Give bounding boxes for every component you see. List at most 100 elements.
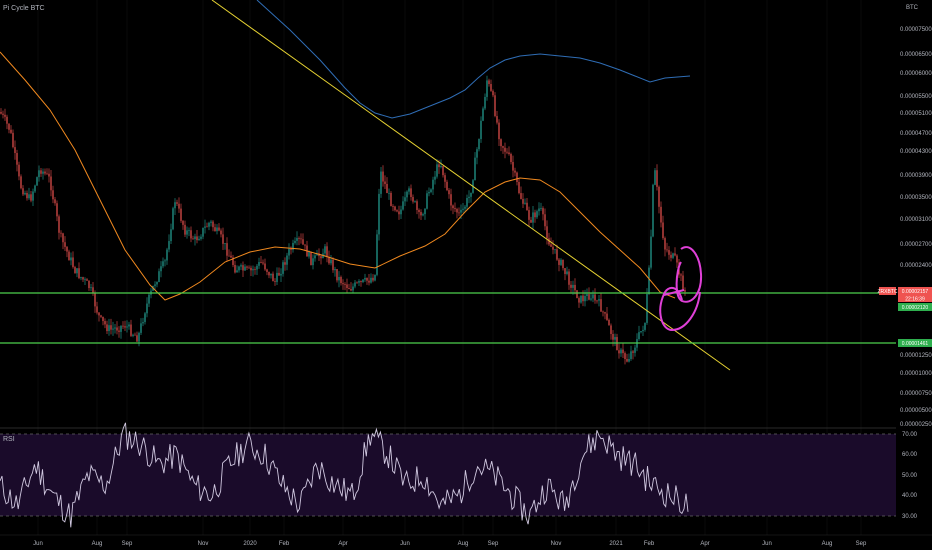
candle-body [108,325,110,332]
candle-body [332,259,334,271]
candle-body [160,266,162,272]
price-tick: 0.00005100 [900,111,932,117]
candle-body [214,227,216,232]
symbol-tag [879,287,896,295]
candle-body [566,271,568,274]
ma-blue-line [256,0,691,119]
candle-body [100,315,102,317]
candle-body [392,206,394,207]
candle-body [238,266,240,271]
candle-body [558,259,560,265]
candle-body [384,181,386,184]
annotation-tick [663,289,685,296]
price-tick: 0.00000750 [900,391,932,397]
candle-body [412,197,414,202]
candle-body [596,300,598,302]
candle-body [370,277,372,283]
candle-body [500,139,502,147]
candle-body [466,198,468,207]
price-tick: 0.00002700 [900,242,932,248]
candle-body [94,292,96,307]
support-upper-price: 0.00002120 [902,305,929,311]
candle-body [538,208,540,212]
candle-body [648,267,650,295]
candle-body [248,267,250,269]
candle-body [606,313,608,320]
candle-body [680,274,682,276]
candle-body [220,230,222,235]
candle-body [136,335,138,342]
candle-body [526,202,528,211]
candle-body [242,265,244,271]
candle-body [662,222,664,239]
candle-body [514,170,516,173]
candle-body [40,170,42,174]
candle-body [426,193,428,209]
candle-body [358,281,360,283]
candle-body [216,227,218,232]
candle-body [598,299,600,301]
candle-body [128,324,130,327]
candle-body [652,184,654,237]
candle-body [458,212,460,214]
candle-body [576,290,578,299]
candle-body [48,173,50,177]
candle-body [424,208,426,215]
candle-body [78,268,80,279]
time-tick: Nov [551,541,562,547]
candle-body [386,183,388,194]
currency-label: BTC [906,5,919,11]
candle-body [116,327,118,331]
candle-body [338,276,340,281]
candle-body [520,193,522,199]
candle-body [568,271,570,285]
candle-body [46,173,48,175]
candle-body [372,277,374,281]
candle-body [272,273,274,282]
candle-body [82,277,84,280]
candle-body [440,165,442,168]
candle-body [608,319,610,326]
candle-body [352,286,354,291]
candle-body [218,227,220,231]
price-tick: 0.00005500 [900,94,932,100]
candle-body [650,236,652,268]
time-tick: Aug [458,541,469,547]
candle-body [580,295,582,303]
time-tick: Jun [400,541,410,547]
candle-body [286,255,288,265]
candle-body [442,165,444,176]
price-tick: 0.00001250 [900,353,932,359]
annotation-loop [659,286,701,332]
candle-body [22,188,24,195]
candle-body [382,171,384,182]
candle-body [450,194,452,206]
candle-body [602,311,604,313]
time-tick: 2021 [609,541,623,547]
candle-body [144,313,146,323]
candle-body [362,279,364,282]
candle-body [86,279,88,281]
candle-body [654,170,656,185]
candle-body [188,230,190,232]
candle-body [110,325,112,330]
candle-body [550,244,552,247]
candle-body [626,359,628,362]
candle-body [408,188,410,192]
rsi-line [0,422,689,528]
candle-body [142,322,144,324]
candle-body [112,328,114,330]
candle-body [434,176,436,180]
candle-body [190,230,192,239]
candle-body [146,303,148,314]
candle-body [532,212,534,223]
candle-body [406,191,408,198]
candle-body [168,241,170,250]
candle-body [196,236,198,241]
candle-body [64,242,66,247]
candle-body [98,312,100,316]
candle-body [2,113,4,115]
candle-body [418,209,420,213]
candle-body [336,269,338,281]
current-price: 0.00002157 [902,289,929,295]
